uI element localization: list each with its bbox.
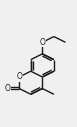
Text: O: O <box>5 84 11 93</box>
Text: O: O <box>39 38 45 47</box>
Text: O: O <box>16 73 22 82</box>
